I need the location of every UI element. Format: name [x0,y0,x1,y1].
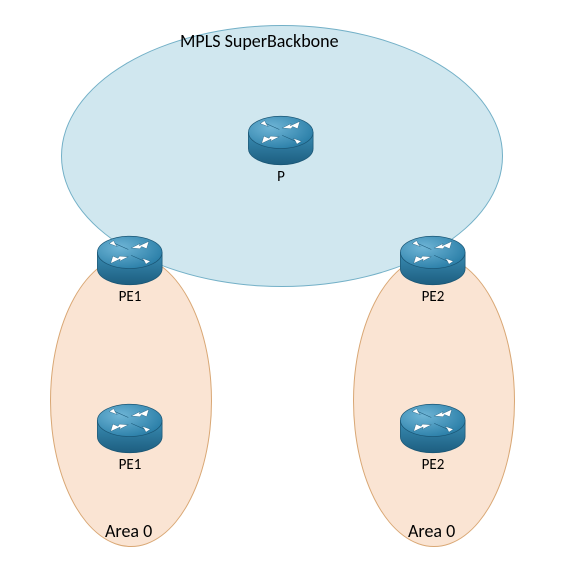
router-label-PE1: PE1 [110,288,150,306]
router-label-CE1: PE1 [110,456,150,474]
area-label: Area 0 [408,520,455,542]
router-icon [93,398,167,458]
router-label-P: P [261,168,301,186]
router-icon [396,398,470,458]
router-label-PE2: PE2 [413,288,453,306]
router-icon [396,230,470,290]
router-icon [244,110,318,170]
router-label-CE2: PE2 [413,456,453,474]
router-icon [93,230,167,290]
area-label: Area 0 [105,520,152,542]
title-label: MPLS SuperBackbone [180,30,339,52]
diagram-canvas: MPLS SuperBackbone Area 0 Area 0 P PE1 PE2 PE1… [0,0,563,567]
